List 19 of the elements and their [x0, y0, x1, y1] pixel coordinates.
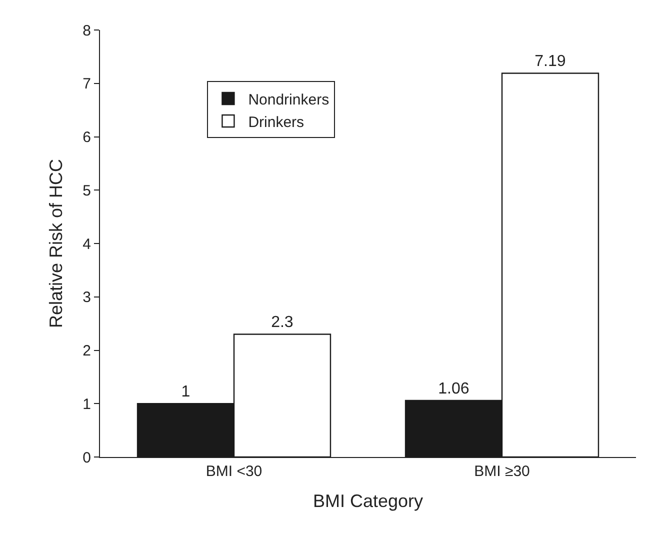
y-tick-label: 5 — [82, 182, 91, 200]
data-label: 1.06 — [438, 380, 470, 398]
y-tick-label: 1 — [82, 396, 91, 413]
y-tick-label: 3 — [82, 289, 91, 306]
legend-label: Nondrinkers — [248, 91, 330, 108]
y-tick-label: 6 — [82, 129, 91, 146]
x-axis-title: BMI Category — [312, 491, 424, 512]
y-tick-label: 4 — [82, 236, 91, 253]
y-tick-label: 2 — [82, 342, 91, 360]
data-label: 1 — [181, 384, 190, 401]
data-label: 2.3 — [271, 314, 294, 332]
y-axis-title: Relative Risk of HCC — [46, 158, 66, 328]
data-label: 7.19 — [534, 53, 566, 70]
y-tick-label: 8 — [82, 22, 91, 40]
legend-label: Drinkers — [248, 114, 304, 131]
y-tick-label: 7 — [82, 76, 91, 93]
y-tick-label: 0 — [82, 449, 91, 466]
x-tick-label: BMI <30 — [206, 463, 262, 480]
x-tick-label: BMI ≥30 — [474, 463, 530, 480]
